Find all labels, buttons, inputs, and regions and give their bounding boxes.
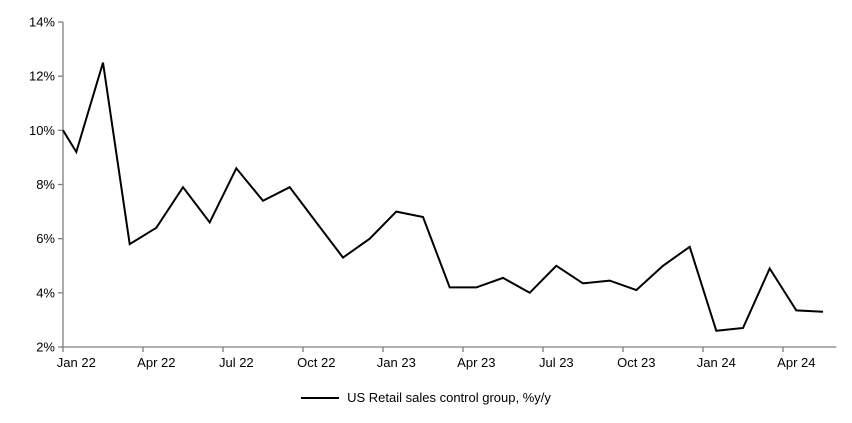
x-tick-label: Apr 22: [137, 355, 175, 370]
y-tick-label: 8%: [36, 177, 55, 192]
x-tick-label: Jul 23: [539, 355, 574, 370]
series-line: [62, 62, 824, 332]
x-tick-label: Jan 23: [377, 355, 416, 370]
x-tick-label: Apr 24: [777, 355, 815, 370]
y-tick-label: 4%: [36, 285, 55, 300]
x-tick-label: Oct 23: [617, 355, 655, 370]
y-tick-label: 10%: [29, 123, 55, 138]
y-tick-label: 2%: [36, 340, 55, 355]
x-tick-label: Apr 23: [457, 355, 495, 370]
legend-line-swatch: [301, 396, 340, 399]
x-tick-label: Jul 22: [219, 355, 254, 370]
y-tick-label: 6%: [36, 231, 55, 246]
legend-label: US Retail sales control group, %y/y: [347, 390, 551, 405]
y-tick-label: 14%: [29, 15, 55, 30]
x-tick-label: Jan 22: [57, 355, 96, 370]
chart-legend: US Retail sales control group, %y/y: [0, 390, 852, 405]
x-tick-label: Oct 22: [297, 355, 335, 370]
x-tick-label: Jan 24: [697, 355, 736, 370]
y-tick-label: 12%: [29, 69, 55, 84]
